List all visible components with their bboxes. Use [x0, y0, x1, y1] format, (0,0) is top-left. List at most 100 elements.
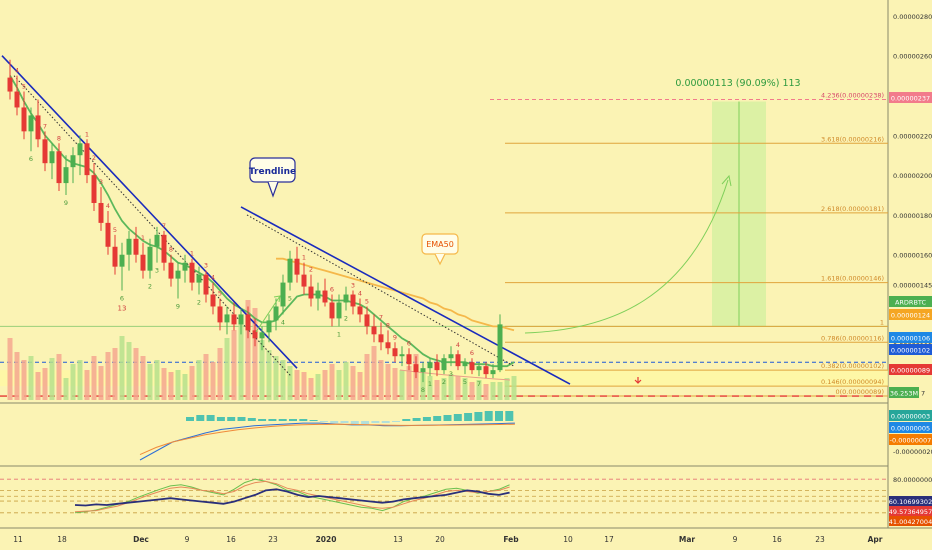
candle-body	[441, 358, 447, 371]
price-tag-text: 0.00000124	[891, 312, 930, 320]
td-count: 7	[379, 313, 383, 321]
price-tag-text: 0.00000237	[891, 95, 930, 103]
candle-body	[154, 234, 160, 247]
td-count: 6	[29, 155, 33, 163]
volume-bar	[7, 338, 13, 400]
volume-bar	[259, 340, 265, 400]
macd-histogram-bar	[309, 420, 318, 421]
macd-histogram-bar	[237, 417, 246, 421]
candle-body	[448, 354, 454, 359]
macd-pane: -0.00000020	[139, 411, 932, 461]
candle-body	[56, 151, 62, 184]
time-axis-tick: 17	[604, 535, 614, 544]
candle-body	[483, 366, 489, 375]
td-count: 4	[15, 67, 19, 75]
volume-bar	[266, 350, 272, 400]
candle-body	[28, 115, 34, 132]
volume-tag-bg	[889, 387, 919, 398]
candle-body	[14, 91, 20, 108]
candlesticks	[7, 59, 503, 383]
volume-bar	[378, 360, 384, 400]
volume-bar	[392, 368, 398, 400]
price-tag-bg	[889, 344, 932, 355]
volume-bar	[273, 356, 279, 400]
td-count: 7	[162, 222, 166, 230]
trendline-callout[interactable]: Trendline	[249, 157, 296, 198]
volume-bar	[147, 364, 153, 400]
volume-bar	[350, 366, 356, 400]
volume-bar	[301, 372, 307, 400]
price-axis-tick: 0.00000220	[893, 132, 932, 140]
volume-bar	[119, 336, 125, 400]
macd-histogram-bar	[289, 419, 297, 421]
candle-body	[462, 362, 468, 367]
fib-label: 1.618(0.00000146)	[821, 275, 884, 283]
candle-body	[77, 143, 83, 156]
td-count: 9	[64, 199, 68, 207]
volume-bar	[490, 382, 496, 400]
volume-bar	[217, 348, 223, 400]
macd-histogram-bar	[505, 411, 514, 421]
volume-tag-text: 36.253M	[890, 390, 918, 398]
time-axis-tick: 18	[57, 535, 67, 544]
candle-body	[392, 348, 398, 357]
td-count: 7	[477, 380, 481, 388]
candle-body	[168, 262, 174, 279]
candle-body	[406, 354, 412, 365]
price-axis-tick: 0.00000180	[893, 212, 932, 220]
macd-histogram-bar	[453, 414, 462, 421]
candle-body	[308, 286, 314, 299]
volume-bar	[469, 382, 475, 400]
price-axis-tick: 0.00000280	[893, 13, 932, 21]
volume-bar	[84, 370, 90, 400]
macd-tag-text: -0.00000007	[890, 437, 932, 445]
candle-body	[133, 238, 139, 255]
macd-signal-line	[139, 423, 515, 456]
candle-body	[105, 222, 111, 247]
volume-bars	[7, 300, 517, 400]
time-axis-tick: 16	[772, 535, 782, 544]
volume-bar	[63, 378, 69, 400]
td-count: 6	[120, 295, 124, 303]
candle-body	[350, 294, 356, 307]
candle-body	[224, 314, 230, 323]
candle-body	[315, 290, 321, 299]
price-tag-text: 0.00000102	[891, 347, 930, 355]
time-axis-tick: 9	[733, 535, 738, 544]
breakout-arrow	[255, 295, 281, 333]
volume-bar	[77, 360, 83, 400]
td-count: 2	[344, 314, 348, 322]
volume-bar	[329, 364, 335, 400]
candle-body	[161, 234, 167, 263]
td-count: 3	[204, 262, 208, 270]
trendline-2	[240, 206, 571, 385]
fib-label: 0.786(0.00000116)	[821, 334, 884, 342]
price-tag-bg	[889, 92, 932, 103]
candle-body	[238, 314, 244, 325]
td-count: 3	[449, 370, 453, 378]
candle-body	[490, 370, 496, 375]
candle-body	[378, 334, 384, 343]
volume-bar	[287, 366, 293, 400]
trendline-2-dotted	[246, 214, 515, 367]
ema50-callout[interactable]: EMA50	[421, 233, 459, 266]
price-tag-bg	[889, 296, 932, 307]
macd-histogram-bar	[196, 415, 205, 421]
ema50-label: EMA50	[426, 240, 454, 249]
macd-histogram-bar	[381, 421, 390, 423]
volume-bar	[462, 378, 468, 400]
candle-body	[140, 254, 146, 271]
volume-bar	[56, 354, 62, 400]
candle-body	[357, 306, 363, 315]
price-tag-text: ARDRBTC	[895, 299, 927, 307]
candle-body	[49, 151, 55, 164]
rsi-tag-text: 49.57364957	[889, 508, 932, 516]
candle-body	[371, 326, 377, 335]
candle-body	[245, 314, 251, 331]
macd-histogram-bar	[433, 416, 442, 421]
volume-bar	[280, 360, 286, 400]
volume-bar	[364, 354, 370, 400]
fib-label: 2.618(0.00000181)	[821, 205, 884, 213]
macd-histogram-bar	[422, 417, 431, 421]
